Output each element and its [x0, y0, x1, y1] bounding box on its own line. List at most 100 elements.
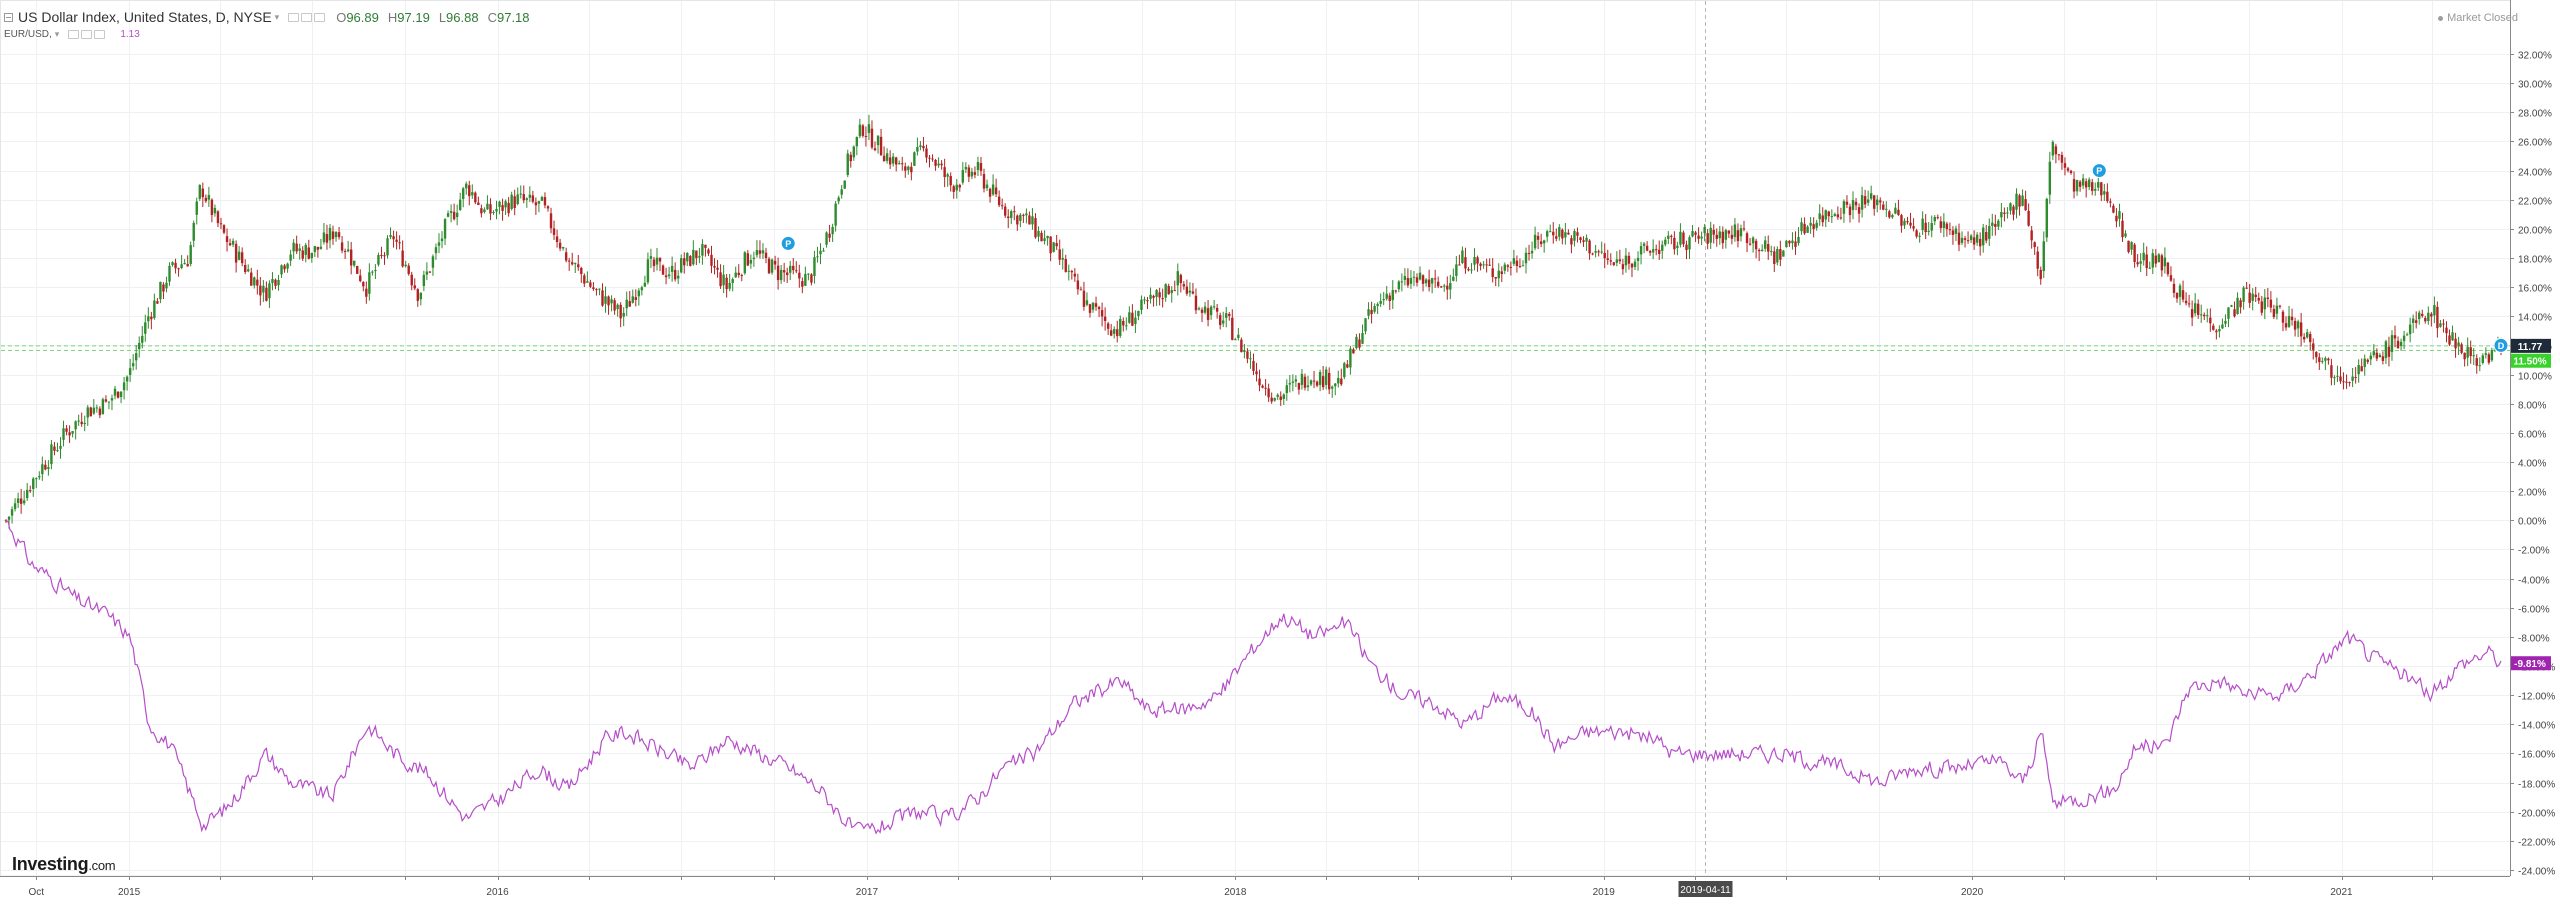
dxy-candle-body [1446, 285, 1449, 290]
dxy-candle-body [695, 250, 698, 259]
dxy-candle-body [1173, 290, 1176, 292]
dxy-candle-body [1125, 325, 1128, 327]
dxy-candle-body [837, 197, 840, 202]
eurusd-last-value-badge [2511, 656, 2551, 671]
dxy-candle-body [2184, 300, 2188, 304]
dxy-candle-body [1455, 264, 1458, 276]
dxy-candle-body [2481, 355, 2485, 363]
dxy-candle-body [122, 382, 126, 391]
dxy-candle-body [1170, 290, 1173, 294]
dxy-candle-body [1506, 265, 1510, 267]
dxy-candle-body [319, 246, 323, 249]
eye-icon[interactable] [68, 30, 80, 39]
dxy-candle-body [2315, 352, 2318, 358]
dxy-candle-body [1146, 300, 1149, 302]
dxy-candle-body [519, 193, 522, 195]
dxy-candle-body [1200, 309, 1204, 313]
dxy-candle-body [1782, 250, 1785, 257]
dxy-candle-body [280, 265, 283, 275]
dxy-candle-body [1954, 228, 1958, 234]
dxy-candle-body [1479, 263, 1482, 266]
dxy-candle-body [22, 500, 26, 504]
dxy-candle-body [2106, 191, 2109, 202]
dxy-candle-body [1788, 240, 1791, 244]
settings-icon[interactable] [301, 12, 313, 22]
dxy-candle-body [419, 292, 423, 300]
dxy-candle-body [958, 184, 961, 188]
dxy-candle-body [2427, 312, 2430, 322]
dxy-candle-body [2445, 327, 2448, 334]
dxy-candle-body [504, 201, 507, 208]
dxy-candle-body [1770, 251, 1773, 253]
dxy-candle-body [437, 242, 441, 246]
dxy-candle-body [592, 287, 595, 290]
dxy-candle-body [334, 232, 338, 238]
dxy-candle-body [1334, 383, 1337, 387]
y-tick-label: 30.00% [2518, 80, 2552, 91]
dxy-candle-body [80, 421, 83, 425]
dxy-candle-body [1991, 222, 1994, 226]
dxy-candle-body [495, 208, 498, 212]
dxy-candle-body [1340, 378, 1343, 385]
ohlc-high: H97.19 [387, 9, 430, 25]
dxy-candle-body [1497, 270, 1500, 279]
dxy-candle-body [2130, 242, 2133, 250]
x-tick-label: 2021 [2330, 887, 2353, 898]
chevron-down-icon[interactable]: ▾ [54, 29, 60, 39]
dxy-candle-body [110, 398, 114, 401]
dxy-candle-body [2266, 297, 2270, 300]
dxy-candle-body [2415, 320, 2418, 323]
dxy-candle-body [225, 236, 229, 243]
settings-icon[interactable] [81, 30, 93, 39]
chevron-down-icon[interactable]: ▾ [274, 11, 280, 22]
dxy-candle-body [649, 256, 653, 259]
dxy-candle-body [616, 304, 619, 310]
dxy-candle-body [689, 256, 692, 266]
dxy-candle-body [1234, 339, 1237, 341]
dxy-candle-body [13, 503, 17, 510]
dxy-candle-body [277, 279, 280, 286]
dxy-candle-body [346, 249, 350, 252]
dxy-candle-body [1255, 371, 1258, 375]
dxy-candle-body [1751, 237, 1755, 244]
dxy-candle-body [1161, 298, 1164, 300]
dxy-candle-body [543, 197, 547, 206]
dxy-candle-body [1972, 237, 1976, 245]
dxy-candle-body [2309, 334, 2312, 343]
dxy-candle-body [322, 232, 326, 243]
dxy-candle-body [2187, 303, 2191, 305]
dxy-candle-body [247, 269, 250, 272]
ohlc-open: O96.89 [336, 9, 379, 25]
event-marker-label: D [2498, 341, 2505, 351]
dxy-candle-body [1218, 315, 1222, 326]
dxy-candle-body [1134, 317, 1137, 325]
close-icon[interactable] [94, 30, 106, 39]
close-icon[interactable] [314, 12, 326, 22]
dxy-candle-body [2454, 338, 2457, 349]
dxy-candle-body [174, 262, 177, 269]
dxy-candle-body [1724, 230, 1728, 240]
dxy-candle-body [577, 264, 580, 268]
dxy-candle-body [265, 287, 268, 301]
dxy-candle-body [807, 273, 810, 275]
dxy-candle-body [1767, 244, 1770, 252]
dxy-candle-body [2157, 254, 2161, 263]
collapse-legend-button[interactable] [4, 12, 13, 22]
dxy-candle-body [380, 254, 383, 256]
dxy-candle-body [1869, 193, 1873, 199]
eye-icon[interactable] [288, 12, 300, 22]
dxy-candle-body [1364, 318, 1367, 332]
dxy-candle-body [2091, 182, 2094, 192]
dxy-candle-body [1376, 304, 1379, 307]
y-tick-label: -12.00% [2518, 692, 2555, 703]
dxy-candle-body [1103, 316, 1107, 321]
main-symbol-legend: US Dollar Index, United States, D, NYSE … [4, 9, 530, 25]
dxy-candle-body [937, 163, 940, 166]
dxy-candle-body [213, 207, 217, 214]
dxy-candle-body [1185, 286, 1189, 294]
dxy-candle-body [2166, 262, 2170, 275]
dxy-candle-body [1361, 333, 1364, 344]
